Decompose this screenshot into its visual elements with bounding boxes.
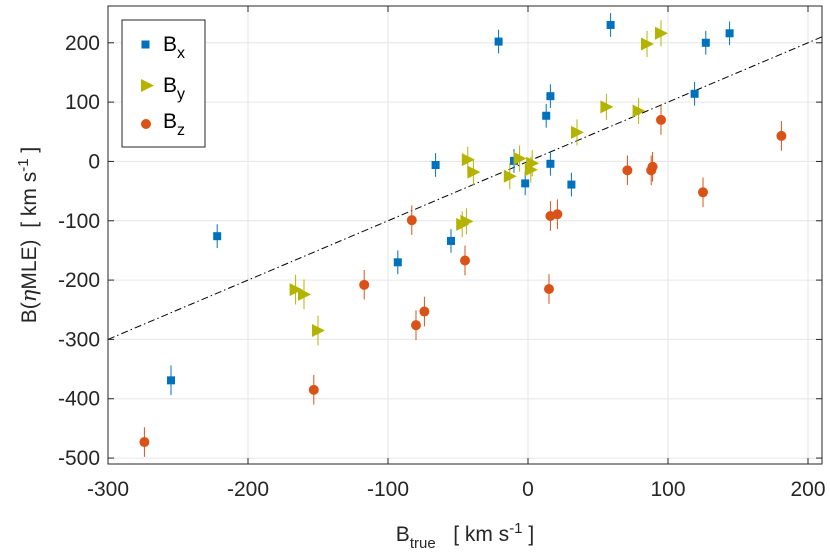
- y-tick-label: -300: [58, 328, 100, 351]
- data-point-bx: [546, 92, 555, 101]
- data-point-bx: [725, 29, 734, 38]
- data-point-by: [298, 287, 311, 301]
- data-markers: [139, 20, 787, 448]
- y-tick-label: 200: [65, 32, 100, 55]
- y-tick-label: -100: [58, 210, 100, 233]
- data-point-bz: [411, 320, 421, 331]
- data-point-bz: [308, 384, 319, 395]
- x-axis-label-close: ]: [523, 523, 535, 546]
- data-point-bx: [447, 236, 455, 245]
- data-point-bz: [139, 437, 150, 448]
- data-point-by: [600, 100, 614, 114]
- legend-entry-bx: Bx: [163, 33, 185, 62]
- x-axis-label-sub: true: [410, 535, 436, 552]
- data-point-by: [655, 26, 668, 40]
- plot-background: [108, 6, 822, 464]
- x-axis-label-main: B: [396, 523, 410, 546]
- axis-ticks: [107, 6, 822, 464]
- y-axis-label-rest: MLE): [18, 239, 41, 289]
- y-axis-label-main: B(: [18, 302, 41, 323]
- data-point-bz: [419, 306, 430, 317]
- data-point-by: [513, 151, 527, 165]
- data-point-bx: [494, 37, 503, 46]
- data-point-by: [641, 37, 654, 51]
- data-point-bx: [567, 180, 576, 189]
- y-tick-label: 0: [88, 150, 100, 173]
- y-tick-label: -500: [58, 447, 100, 470]
- data-point-by: [632, 104, 646, 118]
- data-point-by: [461, 153, 475, 167]
- data-point-by: [503, 169, 517, 183]
- data-point-bz: [622, 165, 633, 176]
- data-point-bz: [359, 279, 370, 290]
- x-tick-label: 200: [790, 478, 825, 501]
- y-tick-label: -200: [58, 269, 100, 292]
- y-axis-label-greek: η: [17, 289, 41, 302]
- data-point-by: [467, 165, 481, 179]
- data-point-bz: [776, 130, 787, 141]
- y-axis-label-close: ]: [18, 147, 41, 159]
- x-tick-labels: -300 -200 -100 0 100 200: [87, 478, 826, 501]
- x-axis-label-sup: -1: [509, 520, 522, 537]
- data-point-bz: [545, 211, 556, 222]
- y-axis-label-unit: [ km s: [18, 172, 41, 228]
- data-point-bx: [521, 179, 530, 188]
- legend-by-sub: y: [177, 86, 185, 103]
- x-tick-label: -100: [367, 478, 409, 501]
- legend-bz-name: B: [163, 110, 177, 133]
- data-point-by: [524, 163, 538, 177]
- x-axis-label: Btrue [ km s-1 ]: [396, 520, 534, 552]
- data-point-bz: [460, 255, 470, 266]
- y-axis-label-sup: -1: [15, 158, 32, 171]
- legend: Bx By Bz: [121, 19, 206, 148]
- y-axis-label: B(ηMLE) [ km s-1 ]: [15, 147, 41, 323]
- legend-box: [121, 19, 206, 148]
- y-tick-label: 100: [65, 91, 100, 114]
- x-tick-label: -200: [227, 478, 269, 501]
- x-axis-label-unit: [ km s: [453, 523, 509, 546]
- y-tick-labels: -500 -400 -300 -200 -100 0 100 200: [58, 32, 100, 470]
- y-tick-label: -400: [58, 388, 100, 411]
- data-point-by: [289, 283, 303, 297]
- legend-by-name: B: [163, 74, 177, 97]
- legend-marker-bx: [141, 40, 150, 49]
- data-point-by: [312, 324, 325, 338]
- x-tick-label: 100: [650, 478, 685, 501]
- legend-bx-name: B: [163, 33, 177, 56]
- x-tick-label: 0: [522, 478, 534, 501]
- data-point-bx: [213, 232, 222, 241]
- legend-entry-by: By: [163, 74, 185, 103]
- data-point-bx: [431, 160, 440, 169]
- x-tick-label: -300: [87, 478, 129, 501]
- legend-entry-bz: Bz: [163, 110, 185, 139]
- data-point-bz: [646, 165, 657, 176]
- legend-marker-bz: [141, 119, 151, 129]
- data-point-bz: [698, 187, 708, 198]
- data-point-bx: [546, 159, 555, 168]
- data-point-bx: [542, 111, 551, 120]
- reference-line: [107, 36, 823, 340]
- data-point-by: [571, 125, 584, 139]
- legend-marker-by: [141, 79, 154, 92]
- legend-bz-sub: z: [177, 122, 185, 139]
- data-point-bx: [393, 258, 402, 267]
- data-point-bx: [701, 38, 710, 47]
- data-point-bz: [656, 114, 666, 125]
- data-point-bx: [167, 376, 175, 385]
- data-point-bx: [690, 89, 699, 98]
- data-point-bx: [606, 20, 615, 29]
- legend-bx-sub: x: [177, 45, 185, 62]
- data-point-by: [456, 217, 470, 231]
- data-point-bz: [406, 215, 417, 226]
- data-point-bz: [544, 283, 554, 294]
- plot-frame: [107, 5, 823, 465]
